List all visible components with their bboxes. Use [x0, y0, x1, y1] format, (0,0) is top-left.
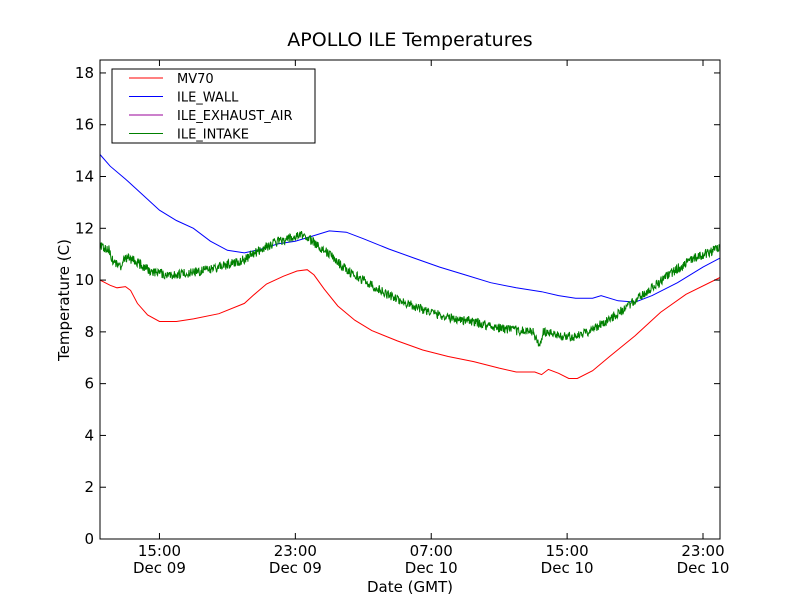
y-tick-label: 16	[75, 116, 94, 134]
x-tick-time-label: 23:00	[681, 542, 724, 560]
legend: MV70 ILE_WALL ILE_EXHAUST_AIR ILE_INTAKE	[111, 68, 316, 144]
series-line-ile-intake	[99, 230, 721, 347]
x-tick-time-label: 07:00	[410, 542, 453, 560]
y-tick-label: 4	[84, 426, 94, 444]
x-tick-time-label: 15:00	[546, 542, 589, 560]
x-tick-date-label: Dec 09	[133, 559, 186, 577]
legend-label: MV70	[177, 72, 214, 87]
legend-entries: MV70 ILE_WALL ILE_EXHAUST_AIR ILE_INTAKE	[129, 72, 293, 143]
y-tick-label: 2	[84, 478, 94, 496]
y-tick-label: 14	[75, 168, 94, 186]
y-axis-label: Temperature (C)	[55, 239, 73, 362]
y-tick-label: 6	[84, 375, 94, 393]
y-tick-label: 8	[84, 323, 94, 341]
y-tick-label: 18	[75, 64, 94, 82]
x-tick-date-label: Dec 10	[405, 559, 458, 577]
legend-box	[111, 68, 316, 144]
y-tick-label: 12	[75, 219, 94, 237]
plot-frame	[99, 59, 721, 540]
x-tick-date-label: Dec 10	[677, 559, 730, 577]
y-axis: 0 2 4 6 8 10 12 14 16 18	[75, 64, 720, 548]
y-tick-label: 0	[84, 530, 94, 548]
legend-label: ILE_WALL	[177, 91, 239, 106]
x-tick-date-label: Dec 09	[269, 559, 322, 577]
plot-lines	[99, 154, 721, 379]
x-axis-label: Date (GMT)	[367, 578, 453, 596]
series-line-ile-wall	[99, 154, 721, 303]
x-tick-time-label: 23:00	[274, 542, 317, 560]
x-tick-date-label: Dec 10	[541, 559, 594, 577]
y-tick-label: 10	[75, 271, 94, 289]
legend-label: ILE_INTAKE	[177, 128, 249, 143]
chart-title: APOLLO ILE Temperatures	[287, 29, 532, 51]
series-line-mv70	[99, 269, 721, 379]
x-tick-time-label: 15:00	[138, 542, 181, 560]
legend-label: ILE_EXHAUST_AIR	[177, 109, 293, 124]
